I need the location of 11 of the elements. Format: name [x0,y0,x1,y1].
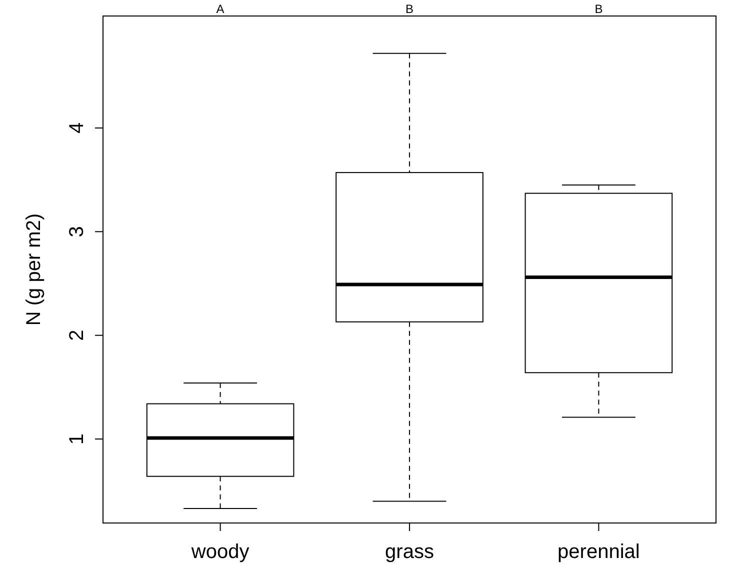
annotation: B [405,2,414,16]
x-tick-label: perennial [558,541,640,563]
annotation: A [216,2,224,16]
y-tick-label: 4 [66,122,88,134]
x-tick-label: grass [385,541,434,563]
y-tick-label: 1 [66,433,88,445]
x-tick-label: woody [190,541,250,563]
y-axis-title: N (g per m2) [23,213,45,326]
y-tick-label: 2 [66,330,88,341]
y-tick-label: 3 [66,226,88,238]
annotation: B [594,2,603,16]
